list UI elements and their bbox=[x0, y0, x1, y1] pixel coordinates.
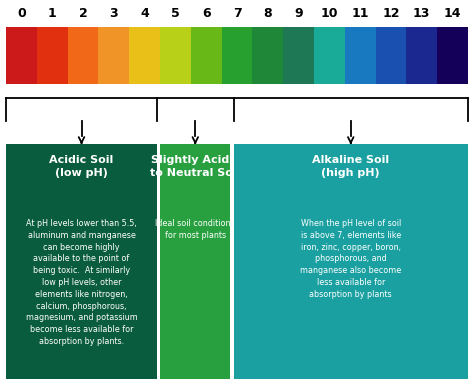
Text: 5: 5 bbox=[171, 7, 180, 20]
Bar bbox=[99, 27, 129, 84]
Text: 8: 8 bbox=[264, 7, 272, 20]
Text: When the pH level of soil
is above 7, elements like
iron, zinc, copper, boron,
p: When the pH level of soil is above 7, el… bbox=[300, 219, 401, 299]
Text: 9: 9 bbox=[294, 7, 303, 20]
Text: 3: 3 bbox=[109, 7, 118, 20]
Bar bbox=[283, 27, 314, 84]
Text: Acidic Soil
(low pH): Acidic Soil (low pH) bbox=[49, 155, 114, 178]
Text: 12: 12 bbox=[382, 7, 400, 20]
Text: Slightly Acidic
to Neutral Soil: Slightly Acidic to Neutral Soil bbox=[150, 155, 240, 178]
Bar bbox=[222, 27, 252, 84]
Bar bbox=[68, 27, 99, 84]
Text: 4: 4 bbox=[140, 7, 149, 20]
Text: At pH levels lower than 5.5,
aluminum and manganese
can become highly
available : At pH levels lower than 5.5, aluminum an… bbox=[26, 219, 137, 346]
Text: 2: 2 bbox=[79, 7, 88, 20]
Bar bbox=[6, 27, 37, 84]
Bar bbox=[345, 27, 375, 84]
Bar bbox=[406, 27, 437, 84]
Bar bbox=[314, 27, 345, 84]
Text: 11: 11 bbox=[351, 7, 369, 20]
Bar bbox=[252, 27, 283, 84]
Text: 0: 0 bbox=[17, 7, 26, 20]
Bar bbox=[37, 27, 68, 84]
Bar bbox=[160, 27, 191, 84]
Bar bbox=[437, 27, 468, 84]
Bar bbox=[191, 27, 222, 84]
Text: Ideal soil conditions
for most plants: Ideal soil conditions for most plants bbox=[155, 219, 235, 240]
Text: 13: 13 bbox=[413, 7, 430, 20]
Text: 10: 10 bbox=[320, 7, 338, 20]
Bar bbox=[129, 27, 160, 84]
Text: 6: 6 bbox=[202, 7, 210, 20]
Bar bbox=[375, 27, 406, 84]
Text: 7: 7 bbox=[233, 7, 241, 20]
Text: 1: 1 bbox=[48, 7, 57, 20]
Text: Alkaline Soil
(high pH): Alkaline Soil (high pH) bbox=[312, 155, 389, 178]
Text: 14: 14 bbox=[444, 7, 461, 20]
